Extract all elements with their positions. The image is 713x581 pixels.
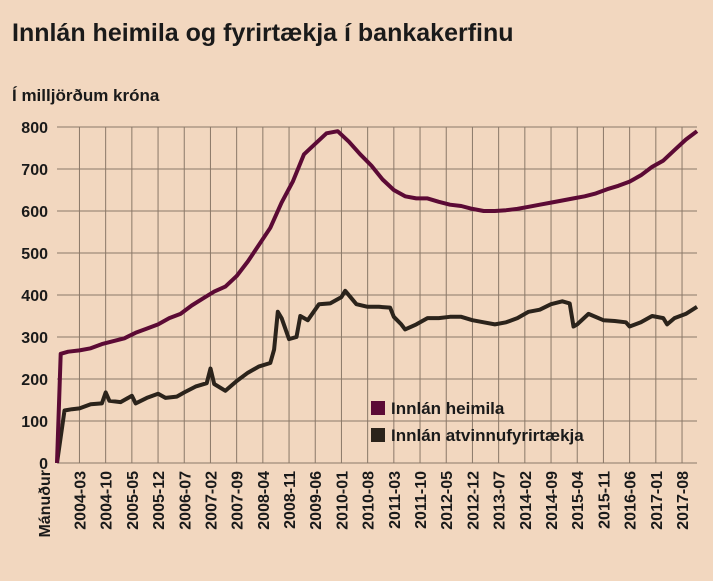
x-tick-label: 2011-03 — [387, 471, 404, 529]
y-tick-label: 600 — [21, 204, 48, 221]
legend: Innlán heimila Innlán atvinnufyrirtækja — [371, 399, 584, 445]
x-tick-label: 2015-04 — [570, 471, 587, 530]
x-tick-label: 2012-12 — [465, 471, 482, 530]
y-tick-label: 100 — [21, 414, 48, 431]
x-tick-label: 2005-12 — [151, 471, 168, 530]
y-tick-label: 300 — [21, 330, 48, 347]
x-tick-label: 2016-06 — [623, 471, 640, 530]
y-tick-label: 500 — [21, 246, 48, 263]
legend-swatch — [371, 401, 385, 415]
x-tick-label: 2004-10 — [99, 471, 116, 530]
y-tick-label: 800 — [21, 120, 48, 137]
x-tick-label: 2006-07 — [177, 471, 194, 530]
legend-swatch — [371, 428, 385, 442]
y-axis-ticks: 0 100 200 300 400 500 600 700 800 — [21, 120, 48, 473]
chart-title: Innlán heimila og fyrirtækja í bankakerf… — [12, 19, 514, 47]
x-tick-label: 2017-01 — [649, 471, 666, 530]
x-tick-label: 2009-06 — [308, 471, 325, 530]
x-tick-label: 2004-03 — [72, 471, 89, 530]
x-tick-label: 2007-09 — [230, 471, 247, 530]
gridlines — [57, 126, 697, 464]
legend-label: Innlán atvinnufyrirtækja — [391, 426, 584, 445]
x-tick-label: 2013-07 — [492, 471, 509, 530]
series-lines — [55, 129, 699, 464]
x-tick-label: 2012-05 — [439, 471, 456, 530]
x-axis-label: Mánuður — [37, 470, 54, 538]
x-tick-label: 2010-01 — [334, 471, 351, 530]
x-tick-label: 2008-11 — [282, 471, 299, 529]
x-tick-label: 2017-08 — [675, 471, 692, 530]
y-tick-label: 0 — [39, 456, 48, 473]
x-tick-label: 2015-11 — [596, 471, 613, 529]
series-line-businesses — [55, 288, 699, 464]
y-tick-label: 700 — [21, 162, 48, 179]
x-tick-label: 2007-02 — [203, 471, 220, 530]
x-tick-label: 2011-10 — [413, 471, 430, 529]
y-axis-unit-label: Í milljörðum króna — [12, 86, 160, 105]
y-tick-label: 400 — [21, 288, 48, 305]
x-tick-label: 2005-05 — [125, 471, 142, 530]
x-tick-label: 2008-04 — [256, 471, 273, 530]
x-tick-label: 2014-02 — [518, 471, 535, 530]
x-tick-label: 2010-08 — [361, 471, 378, 530]
y-tick-label: 200 — [21, 372, 48, 389]
series-line-households — [55, 129, 699, 464]
legend-label: Innlán heimila — [391, 399, 505, 418]
x-tick-label: 2014-09 — [544, 471, 561, 530]
x-axis-ticks: 2004-03 2004-10 2005-05 2005-12 2006-07 2007-… — [72, 471, 692, 530]
